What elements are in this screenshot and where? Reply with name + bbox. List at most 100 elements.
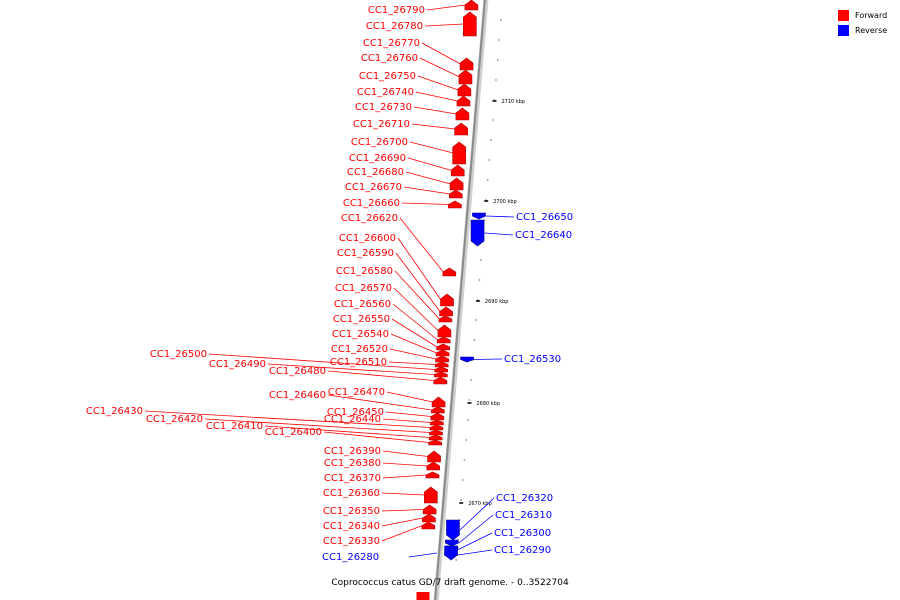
- gene-feature-cc1-26680[interactable]: [449, 177, 464, 191]
- gene-label-cc1-26420[interactable]: CC1_26420: [146, 414, 203, 425]
- gene-feature-cc1-26760[interactable]: [458, 69, 473, 85]
- gene-label-cc1-26390[interactable]: CC1_26390: [324, 446, 381, 457]
- gene-label-cc1-26780[interactable]: CC1_26780: [366, 21, 423, 32]
- gene-feature-cc1-26780[interactable]: [463, 11, 477, 37]
- gene-feature-cc1-26550[interactable]: [436, 343, 450, 351]
- gene-feature-cc1-26750[interactable]: [457, 83, 472, 97]
- gene-label-cc1-26370[interactable]: CC1_26370: [324, 473, 381, 484]
- gene-label-cc1-26750[interactable]: CC1_26750: [359, 71, 416, 82]
- gene-label-cc1-26360[interactable]: CC1_26360: [323, 488, 380, 499]
- gene-label-cc1-26570[interactable]: CC1_26570: [335, 283, 392, 294]
- gene-feature-cc1-26530[interactable]: [460, 356, 474, 363]
- gene-label-cc1-26710[interactable]: CC1_26710: [353, 119, 410, 130]
- gene-label-cc1-26300[interactable]: CC1_26300: [494, 528, 551, 539]
- gene-feature-cc1-26740[interactable]: [456, 95, 471, 107]
- genome-axis: [434, 0, 486, 600]
- gene-label-cc1-26640[interactable]: CC1_26640: [515, 230, 572, 241]
- gene-label-cc1-26660[interactable]: CC1_26660: [343, 198, 400, 209]
- gene-feature-cc1-26770[interactable]: [459, 57, 474, 71]
- gene-label-cc1-26540[interactable]: CC1_26540: [332, 329, 389, 340]
- gene-label-cc1-26400[interactable]: CC1_26400: [265, 427, 322, 438]
- gene-feature-cc1-26580[interactable]: [438, 315, 453, 323]
- gene-label-cc1-26480[interactable]: CC1_26480: [269, 366, 326, 377]
- gene-feature-cc1-26560[interactable]: [436, 336, 451, 344]
- gene-label-cc1-26520[interactable]: CC1_26520: [331, 344, 388, 355]
- gene-feature-cc1-26790[interactable]: [464, 0, 479, 11]
- gene-feature-cc1-26400[interactable]: [428, 439, 443, 446]
- gene-feature-cc1-26450[interactable]: [430, 412, 445, 421]
- leader-line: [386, 391, 433, 403]
- gene-label-cc1-26590[interactable]: CC1_26590: [337, 248, 394, 259]
- gene-label-cc1-26670[interactable]: CC1_26670: [345, 182, 402, 193]
- gene-feature-cc1-26460[interactable]: [431, 406, 445, 414]
- gene-feature-cc1-26620[interactable]: [442, 267, 457, 277]
- gene-label-cc1-26490[interactable]: CC1_26490: [209, 359, 266, 370]
- gene-label-cc1-26680[interactable]: CC1_26680: [347, 167, 404, 178]
- gene-feature-cc1-26410[interactable]: [428, 434, 443, 441]
- gene-label-cc1-26290[interactable]: CC1_26290: [494, 545, 551, 556]
- gene-feature-cc1-26590[interactable]: [439, 306, 453, 317]
- gene-feature-cc1-26380[interactable]: [426, 461, 441, 471]
- gene-feature-cc1-26490[interactable]: [434, 371, 448, 378]
- gene-label-cc1-26740[interactable]: CC1_26740: [357, 87, 414, 98]
- gene-label-cc1-26340[interactable]: CC1_26340: [323, 521, 380, 532]
- gene-feature-cc1-26600[interactable]: [440, 293, 454, 307]
- gene-feature-cc1-26280[interactable]: [444, 545, 458, 561]
- gene-label-cc1-26580[interactable]: CC1_26580: [336, 266, 393, 277]
- gene-feature-cc1-26320[interactable]: [446, 519, 460, 541]
- gene-label-cc1-26460[interactable]: CC1_26460: [269, 390, 326, 401]
- gene-label-cc1-26600[interactable]: CC1_26600: [339, 233, 396, 244]
- gene-feature-cc1-26730[interactable]: [455, 107, 470, 121]
- gene-feature-cc1-26350[interactable]: [422, 504, 437, 515]
- gene-feature-cc1-26570[interactable]: [437, 324, 452, 338]
- gene-feature-cc1-26700[interactable]: [452, 141, 466, 165]
- gene-feature-cc1-26650[interactable]: [472, 212, 486, 220]
- gene-feature-cc1-26480[interactable]: [433, 376, 448, 385]
- gene-feature-cc1-26310[interactable]: [445, 539, 459, 547]
- gene-label-cc1-26440[interactable]: CC1_26440: [324, 414, 381, 425]
- gene-feature-cc1-26390[interactable]: [427, 450, 441, 463]
- gene-label-cc1-26410[interactable]: CC1_26410: [206, 421, 263, 432]
- gene-label-cc1-26690[interactable]: CC1_26690: [349, 153, 406, 164]
- gene-feature-cc1-26710[interactable]: [454, 122, 468, 136]
- gene-feature-cc1-26370[interactable]: [425, 471, 440, 479]
- gene-feature-cc1-26510[interactable]: [434, 361, 449, 368]
- gene-feature-cc1-26430[interactable]: [429, 424, 444, 431]
- gene-feature-cc1-26340[interactable]: [422, 513, 436, 523]
- gene-feature-cc1-26330[interactable]: [421, 521, 436, 530]
- gene-label-cc1-26500[interactable]: CC1_26500: [150, 349, 207, 360]
- gene-label-cc1-26330[interactable]: CC1_26330: [323, 536, 380, 547]
- gene-feature-cc1-26660[interactable]: [448, 200, 462, 209]
- gene-label-cc1-26650[interactable]: CC1_26650: [516, 212, 573, 223]
- gene-label-cc1-26760[interactable]: CC1_26760: [361, 53, 418, 64]
- leader-line: [458, 514, 494, 544]
- reverse-swatch: [838, 25, 849, 36]
- gene-label-cc1-26560[interactable]: CC1_26560: [334, 299, 391, 310]
- gene-feature-cc1-26440[interactable]: [430, 419, 444, 426]
- gene-label-cc1-26550[interactable]: CC1_26550: [333, 314, 390, 325]
- gene-feature-cc1-26540[interactable]: [435, 349, 450, 357]
- gene-feature-cc1-26640[interactable]: [470, 219, 485, 247]
- gene-label-cc1-26470[interactable]: CC1_26470: [328, 387, 385, 398]
- gene-label-cc1-26430[interactable]: CC1_26430: [86, 406, 143, 417]
- gene-feature-cc1-26690[interactable]: [450, 164, 465, 177]
- gene-label-cc1-26310[interactable]: CC1_26310: [495, 510, 552, 521]
- gene-feature-cc1-26420[interactable]: [429, 429, 443, 436]
- gene-label-cc1-26770[interactable]: CC1_26770: [363, 38, 420, 49]
- gene-feature-cc1-26670[interactable]: [448, 189, 463, 199]
- gene-feature-cc1-26360[interactable]: [424, 486, 438, 504]
- gene-label-cc1-26510[interactable]: CC1_26510: [330, 357, 387, 368]
- gene-label-cc1-26530[interactable]: CC1_26530: [504, 354, 561, 365]
- gene-label-cc1-26320[interactable]: CC1_26320: [496, 493, 553, 504]
- gene-label-cc1-26790[interactable]: CC1_26790: [368, 5, 425, 16]
- gene-label-cc1-26350[interactable]: CC1_26350: [323, 506, 380, 517]
- gene-feature-cc1-26470[interactable]: [431, 396, 446, 408]
- gene-feature-cc1-26500[interactable]: [434, 366, 449, 373]
- gene-label-cc1-26700[interactable]: CC1_26700: [351, 137, 408, 148]
- gene-label-cc1-26380[interactable]: CC1_26380: [324, 458, 381, 469]
- gene-label-cc1-26450[interactable]: CC1_26450: [327, 407, 384, 418]
- gene-label-cc1-26620[interactable]: CC1_26620: [341, 213, 398, 224]
- gene-feature-cc1-26520[interactable]: [435, 355, 449, 363]
- gene-label-cc1-26730[interactable]: CC1_26730: [355, 102, 412, 113]
- gene-label-cc1-26280[interactable]: CC1_26280: [322, 552, 379, 563]
